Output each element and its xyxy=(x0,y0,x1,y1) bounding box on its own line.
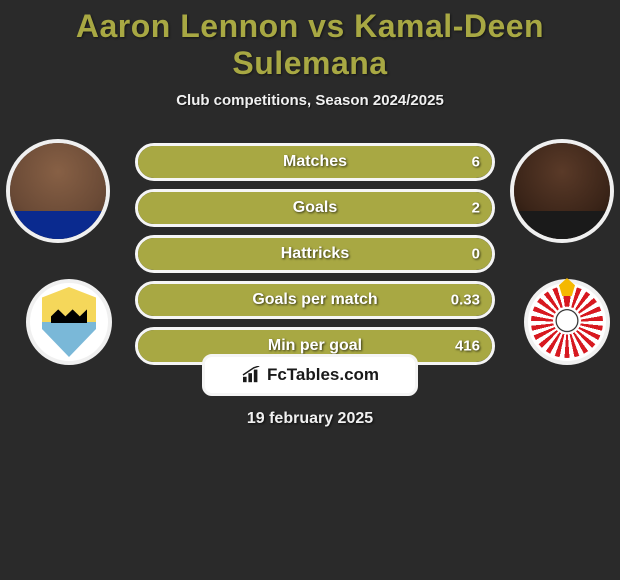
bar-chart-icon xyxy=(241,366,263,384)
stat-label: Min per goal xyxy=(138,337,492,355)
stat-value-right: 6 xyxy=(472,154,480,171)
stat-label: Goals xyxy=(138,199,492,217)
player-jersey-left xyxy=(10,211,106,239)
comparison-subtitle: Club competitions, Season 2024/2025 xyxy=(0,92,620,109)
crest-right-shape xyxy=(531,286,603,358)
comparison-date: 19 february 2025 xyxy=(0,410,620,428)
stat-value-right: 2 xyxy=(472,200,480,217)
stat-rows: Matches 6 Goals 2 Hattricks 0 xyxy=(135,143,495,373)
stat-value-right: 416 xyxy=(455,338,480,355)
stat-row-matches: Matches 6 xyxy=(135,143,495,181)
source-logo-link[interactable]: FcTables.com xyxy=(202,354,418,396)
comparison-title: Aaron Lennon vs Kamal-Deen Sulemana xyxy=(0,0,620,82)
player-jersey-right xyxy=(514,211,610,239)
stat-row-hattricks: Hattricks 0 xyxy=(135,235,495,273)
club-crest-left xyxy=(26,279,112,365)
club-crest-right xyxy=(524,279,610,365)
stat-value-right: 0 xyxy=(472,246,480,263)
player-photo-left xyxy=(6,139,110,243)
stat-value-right: 0.33 xyxy=(451,292,480,309)
player-photo-right xyxy=(510,139,614,243)
stat-label: Hattricks xyxy=(138,245,492,263)
stat-row-goals: Goals 2 xyxy=(135,189,495,227)
player-face-left xyxy=(10,143,106,239)
stat-label: Goals per match xyxy=(138,291,492,309)
stat-row-goals-per-match: Goals per match 0.33 xyxy=(135,281,495,319)
crest-left-shape xyxy=(39,287,99,357)
player-face-right xyxy=(514,143,610,239)
source-logo-text: FcTables.com xyxy=(267,365,379,385)
stat-label: Matches xyxy=(138,153,492,171)
